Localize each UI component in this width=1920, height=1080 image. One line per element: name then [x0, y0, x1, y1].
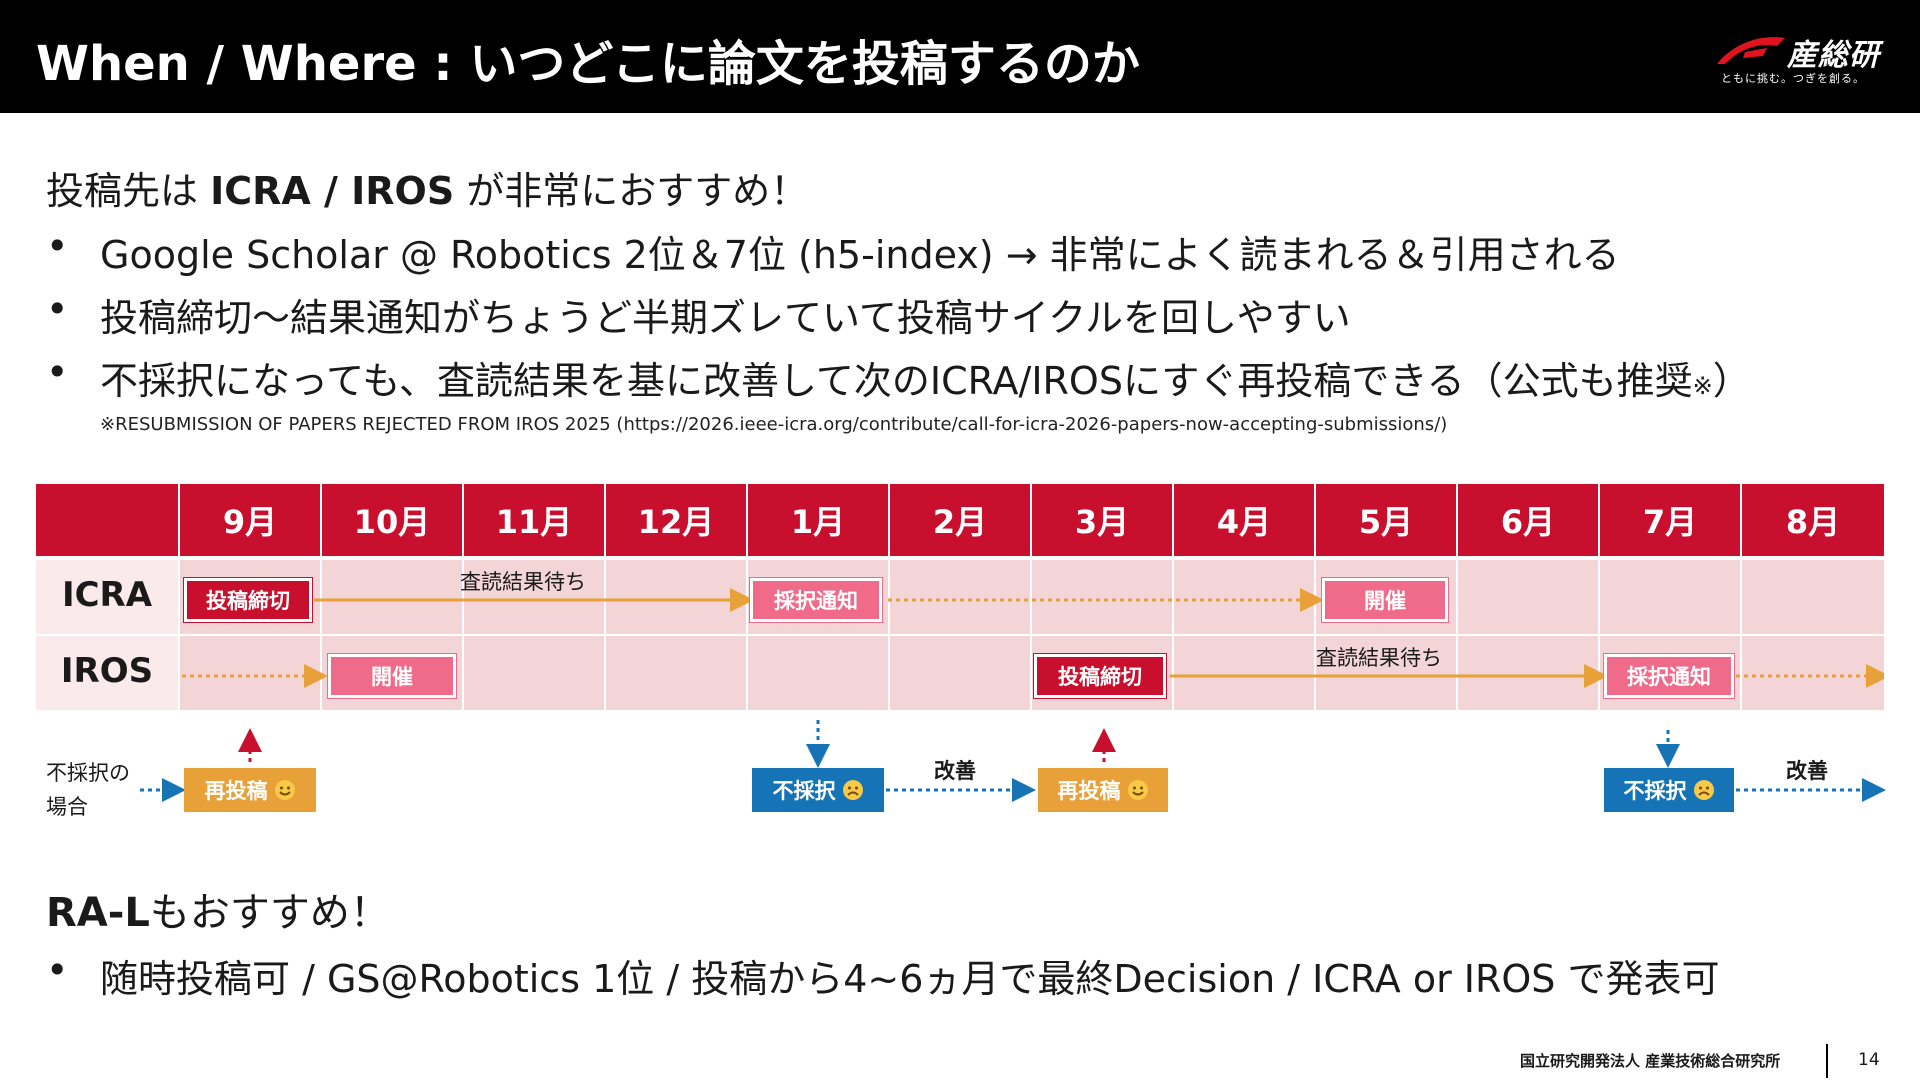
iros-review-label: 査読結果待ち — [1316, 646, 1442, 670]
smiling-face-icon — [1127, 780, 1148, 800]
slide-title: When / Where : いつどこに論文を投稿するのか — [36, 36, 1140, 92]
ral-suffix: もおすすめ！ — [149, 890, 390, 936]
month-cell: 6月 — [1456, 484, 1598, 556]
logo-swoosh-icon — [1717, 37, 1785, 64]
rejected-box: 不採択 — [1604, 768, 1734, 812]
footer-organization: 国立研究開発法人 産業技術総合研究所 — [1520, 1052, 1781, 1070]
sad-face-icon — [842, 780, 863, 800]
timeline-arrows — [182, 588, 1884, 688]
iros-deadline-box: 投稿締切 — [1033, 653, 1167, 699]
timeline-table: 9月 10月 11月 12月 1月 2月 3月 4月 5月 6月 7月 8月 I… — [36, 484, 1884, 714]
month-cell: 2月 — [888, 484, 1030, 556]
aist-logo: 産総研 ともに挑む。つぎを創る。 — [1715, 30, 1895, 86]
rejected-label: 不採択 — [1623, 779, 1687, 803]
month-cell: 10月 — [320, 484, 462, 556]
row-label-icra: ICRA — [61, 575, 153, 615]
bullet-dot: • — [46, 350, 69, 394]
intro-heading: 投稿先は ICRA / IROS が非常におすすめ！ — [46, 160, 808, 215]
header-bar: When / Where : いつどこに論文を投稿するのか 産総研 ともに挑む。… — [0, 0, 1920, 113]
month-cell: 9月 — [178, 484, 320, 556]
reject-case-label: 不採択の 場合 — [46, 761, 130, 819]
logo-tagline: ともに挑む。つぎを創る。 — [1721, 72, 1865, 85]
bullet-text: 投稿締切～結果通知がちょうど半期ズレていて投稿サイクルを回しやすい — [100, 296, 1351, 340]
bullet-dot: • — [46, 224, 69, 268]
bullet-dot: • — [46, 287, 69, 331]
month-header-row: 9月 10月 11月 12月 1月 2月 3月 4月 5月 6月 7月 8月 — [36, 484, 1884, 556]
bullet-tail: ） — [1712, 359, 1751, 403]
row-header-cell — [36, 560, 178, 634]
smiling-face-icon — [274, 780, 295, 800]
footer-divider — [1826, 1044, 1828, 1078]
icra-event-box: 開催 — [1321, 577, 1449, 623]
bullet-text: 不採択になっても、査読結果を基に改善して次のICRA/IROSにすぐ再投稿できる… — [100, 359, 1693, 403]
bullet-dot: • — [46, 948, 69, 992]
icra-notify-box: 採択通知 — [749, 577, 883, 623]
icra-row: ICRA — [36, 560, 1884, 634]
ral-heading: RA-Lもおすすめ！ — [46, 880, 390, 938]
month-cell: 4月 — [1172, 484, 1314, 556]
iros-notify-box: 採択通知 — [1603, 653, 1735, 699]
resubmit-label: 再投稿 — [204, 779, 268, 803]
rejected-box: 不採択 — [752, 768, 884, 812]
row-label-iros: IROS — [60, 651, 154, 691]
month-cell: 8月 — [1740, 484, 1884, 556]
icra-review-label: 査読結果待ち — [460, 570, 586, 594]
rejected-label: 不採択 — [772, 779, 836, 803]
bullet-text-wrap: 不採択になっても、査読結果を基に改善して次のICRA/IROSにすぐ再投稿できる… — [100, 350, 1751, 405]
intro-suffix: が非常におすすめ！ — [454, 169, 809, 213]
resubmit-box: 再投稿 — [184, 768, 316, 812]
month-cell: 7月 — [1598, 484, 1740, 556]
month-cell: 5月 — [1314, 484, 1456, 556]
month-cell: 1月 — [746, 484, 888, 556]
improve-label: 改善 — [934, 759, 976, 783]
resubmit-box: 再投稿 — [1038, 768, 1168, 812]
intro-bold: ICRA / IROS — [210, 169, 455, 213]
iros-event-box: 開催 — [327, 653, 457, 699]
bullet-text: Google Scholar @ Robotics 2位＆7位 (h5-inde… — [100, 233, 1620, 277]
footnote-mark: ※ — [1692, 372, 1713, 400]
intro-prefix: 投稿先は — [46, 169, 211, 213]
resubmit-label: 再投稿 — [1057, 779, 1121, 803]
month-cell: 12月 — [604, 484, 746, 556]
logo-text: 産総研 — [1787, 38, 1880, 73]
icra-deadline-box: 投稿締切 — [183, 577, 313, 623]
improve-label: 改善 — [1786, 759, 1828, 783]
footnote: ※RESUBMISSION OF PAPERS REJECTED FROM IR… — [100, 414, 1448, 435]
ral-bold: RA-L — [46, 890, 150, 936]
month-cell: 11月 — [462, 484, 604, 556]
sad-face-icon — [1693, 780, 1714, 800]
page-number: 14 — [1858, 1050, 1880, 1070]
row-header-cell — [36, 636, 178, 710]
month-cell: 3月 — [1030, 484, 1172, 556]
bullet-text: 随時投稿可 / GS@Robotics 1位 / 投稿から4~6ヵ月で最終Dec… — [100, 957, 1720, 1001]
